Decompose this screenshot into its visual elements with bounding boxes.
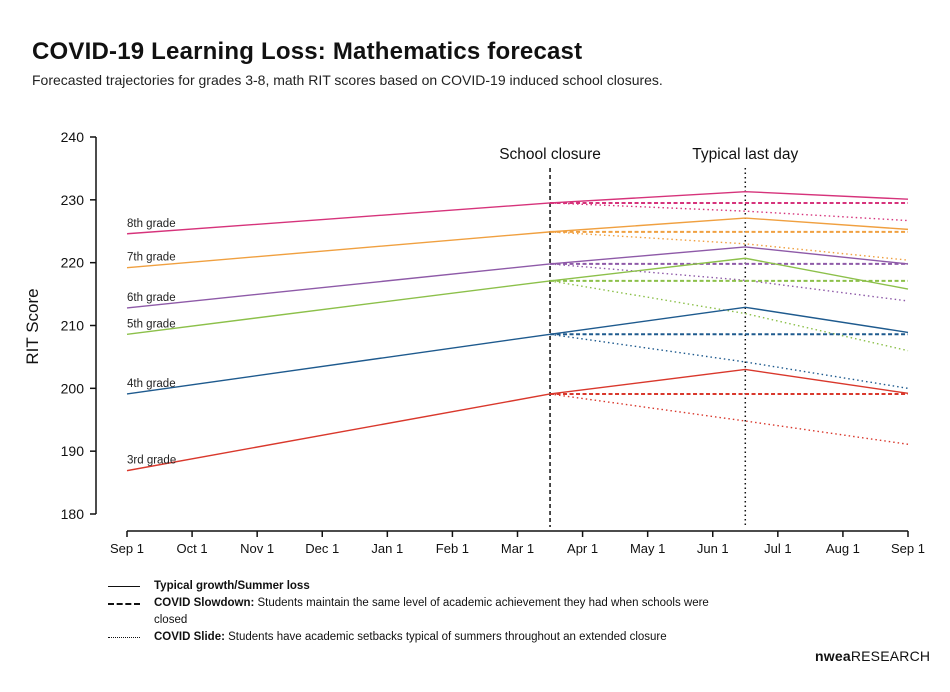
x-tick-label: Jan 1: [371, 541, 403, 556]
typical-growth-line: [126, 246, 909, 309]
x-tick-label: Sep 1: [110, 541, 144, 556]
series-label: 3rd grade: [127, 455, 176, 467]
covid-slide-line: [549, 280, 909, 352]
dotted-line-swatch: [108, 637, 140, 638]
x-tick-label: Feb 1: [436, 541, 469, 556]
legend-label: Typical growth/Summer loss: [154, 580, 310, 592]
chart-title: COVID-19 Learning Loss: Mathematics fore…: [32, 38, 583, 65]
x-tick-label: Jul 1: [764, 541, 791, 556]
covid-slide-line: [550, 202, 909, 222]
series-label: 4th grade: [127, 378, 176, 390]
y-tick-label: 220: [61, 255, 85, 271]
annotation-label: School closure: [499, 146, 601, 163]
annotations: School closure Typical last day: [499, 146, 799, 527]
y-tick-label: 180: [61, 506, 85, 522]
y-tick-label: 190: [61, 443, 85, 459]
annotation-label: Typical last day: [692, 146, 798, 163]
brand-part2: RESEARCH: [850, 648, 931, 664]
nwea-research-logo: nweaRESEARCH: [815, 648, 930, 664]
covid-slide-line: [549, 393, 909, 445]
y-tick-label: 210: [61, 318, 85, 334]
brand-part1: nwea: [815, 648, 851, 664]
y-tick-label: 240: [61, 129, 85, 145]
typical-growth-line: [126, 306, 909, 395]
legend-desc: Students maintain the same level of acad…: [154, 597, 709, 626]
legend-desc: Students have academic setbacks typical …: [224, 631, 667, 643]
dashed-line-swatch: [108, 603, 140, 605]
series-label: 8th grade: [127, 218, 176, 230]
series-label: 6th grade: [127, 292, 176, 304]
x-tick-label: Jun 1: [697, 541, 729, 556]
covid-slide-line: [549, 263, 909, 302]
series-label: 5th grade: [127, 318, 176, 330]
covid-slide-line: [549, 231, 909, 261]
x-tick-label: Nov 1: [240, 541, 274, 556]
x-tick-label: Dec 1: [305, 541, 339, 556]
legend-item-dotted: COVID Slide: Students have academic setb…: [108, 629, 714, 646]
typical-growth-line: [126, 257, 909, 335]
solid-line-swatch: [108, 586, 140, 587]
typical-growth-line: [126, 190, 909, 235]
covid-slide-line: [549, 333, 909, 390]
legend-item-dashed: COVID Slowdown: Students maintain the sa…: [108, 595, 714, 629]
y-tick-label: 230: [61, 192, 85, 208]
x-tick-label: Aug 1: [826, 541, 860, 556]
axes: 180 190 200 210 220 230 240 RIT Score Sep 1 Oct 1…: [23, 129, 925, 556]
legend-label: COVID Slowdown:: [154, 597, 255, 609]
typical-growth-line: [126, 217, 909, 269]
x-tick-label: Mar 1: [501, 541, 534, 556]
series-group: [126, 190, 909, 472]
legend-item-solid: Typical growth/Summer loss: [108, 578, 714, 595]
series-label: 7th grade: [127, 252, 176, 264]
x-tick-label: Sep 1: [891, 541, 925, 556]
legend: Typical growth/Summer loss COVID Slowdow…: [108, 578, 714, 646]
typical-growth-line: [126, 368, 909, 472]
chart-subtitle: Forecasted trajectories for grades 3-8, …: [32, 72, 663, 88]
x-tick-label: Oct 1: [177, 541, 208, 556]
legend-label: COVID Slide:: [154, 631, 225, 643]
x-tick-label: Apr 1: [567, 541, 598, 556]
x-tick-label: May 1: [630, 541, 665, 556]
y-tick-label: 200: [61, 380, 85, 396]
y-axis-label: RIT Score: [23, 288, 42, 364]
grade-labels: 8th grade 7th grade 6th grade 5th grade 4th …: [127, 218, 176, 467]
